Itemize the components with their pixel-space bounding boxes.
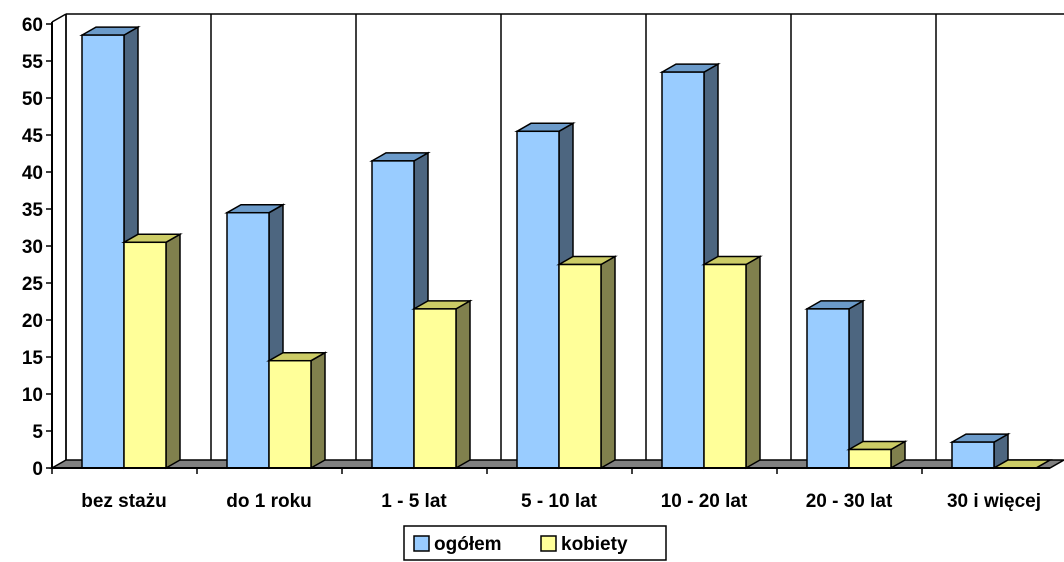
x-category-label: do 1 roku	[226, 491, 312, 512]
bar-kobiety-3-front	[558, 263, 602, 469]
y-tick-label: 45	[22, 126, 44, 147]
bar-kobiety-1-front	[268, 359, 312, 469]
x-category-label: 20 - 30 lat	[806, 491, 893, 512]
bar-kobiety-2-front	[413, 308, 457, 469]
legend-swatch-ogółem	[413, 535, 430, 552]
bar-ogółem-5-front	[806, 308, 850, 469]
y-tick-label: 40	[22, 163, 43, 184]
bar-kobiety-4	[701, 255, 763, 470]
y-axis-ticks: 0 5 10 15 20 25 30 35 40 45 50 55 60	[22, 15, 52, 480]
x-category-label: bez stażu	[81, 491, 167, 512]
bar-ogółem-0-front	[81, 34, 125, 469]
x-category-label: 10 - 20 lat	[661, 491, 748, 512]
bar-ogółem-6-front	[951, 441, 995, 469]
bar-kobiety-4-side	[745, 255, 761, 470]
bars	[79, 25, 1053, 470]
bar-kobiety-4-front	[703, 263, 747, 469]
bar-kobiety-2-side	[455, 299, 471, 470]
bar-ogółem-2-front	[371, 160, 415, 469]
y-tick-label: 15	[22, 348, 44, 369]
bar-ogółem-4-front	[661, 71, 705, 469]
y-tick-label: 20	[22, 311, 43, 332]
bar-kobiety-2	[411, 299, 473, 470]
bar-kobiety-1	[266, 351, 328, 470]
bar-ogółem-5	[804, 299, 866, 470]
legend-label-ogółem: ogółem	[434, 534, 502, 555]
y-tick-label: 30	[22, 237, 43, 258]
y-tick-label: 0	[32, 459, 43, 480]
bar-kobiety-1-side	[310, 351, 326, 470]
y-tick-label: 25	[22, 274, 44, 295]
legend-label-kobiety: kobiety	[561, 534, 628, 555]
bar-ogółem-1-front	[226, 211, 270, 469]
bar-ogółem-3-front	[516, 130, 560, 469]
bar-kobiety-5	[846, 440, 908, 470]
y-tick-label: 60	[22, 15, 43, 36]
y-tick-label: 55	[22, 52, 44, 73]
legend-swatch-kobiety	[540, 535, 557, 552]
y-tick-label: 5	[32, 422, 43, 443]
bar-kobiety-0-front	[123, 241, 167, 469]
bar-kobiety-3-side	[600, 255, 616, 470]
bar-kobiety-0-side	[165, 233, 181, 470]
y-axis-cap	[51, 13, 67, 23]
bar-kobiety-0	[121, 233, 183, 470]
x-category-label: 30 i więcej	[947, 491, 1041, 512]
bar-kobiety-5-front	[848, 448, 892, 469]
legend: ogółem kobiety	[403, 525, 667, 561]
x-category-label: 1 - 5 lat	[381, 491, 447, 512]
bar-ogółem-6	[949, 432, 1011, 470]
bar-kobiety-3	[556, 255, 618, 470]
legend-box	[403, 525, 667, 561]
x-axis-labels: bez stażu do 1 roku 1 - 5 lat 5 - 10 lat 10 …	[51, 468, 1041, 512]
y-tick-label: 10	[22, 385, 43, 406]
y-tick-label: 50	[22, 89, 43, 110]
y-tick-label: 35	[22, 200, 44, 221]
bar-kobiety-6	[991, 459, 1053, 469]
x-category-label: 5 - 10 lat	[521, 491, 598, 512]
